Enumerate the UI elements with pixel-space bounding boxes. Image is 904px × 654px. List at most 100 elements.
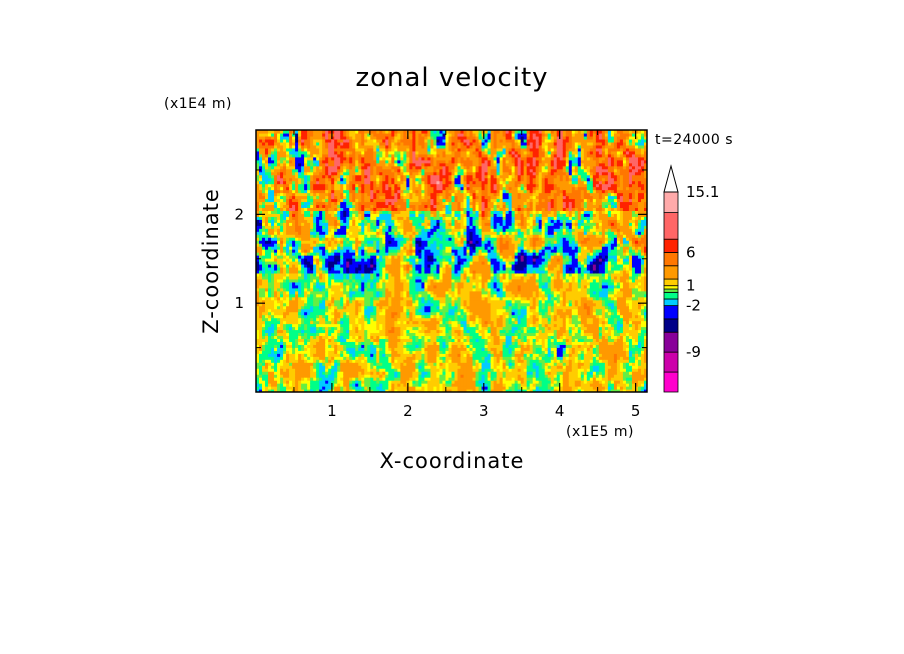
- field-cell: [403, 332, 407, 337]
- field-cell: [334, 362, 338, 366]
- field-cell: [358, 261, 362, 265]
- field-cell: [328, 177, 332, 182]
- field-cell: [319, 246, 323, 250]
- field-cell: [295, 320, 299, 325]
- field-cell: [382, 228, 386, 232]
- field-cell: [391, 368, 395, 372]
- field-cell: [394, 350, 398, 354]
- field-cell: [340, 269, 344, 274]
- field-cell: [343, 240, 347, 244]
- field-cell: [382, 192, 386, 197]
- field-cell: [259, 204, 263, 209]
- field-cell: [289, 189, 293, 194]
- field-cell: [367, 153, 371, 158]
- field-cell: [271, 296, 275, 301]
- field-cell: [397, 246, 401, 250]
- field-cell: [319, 299, 323, 304]
- field-cell: [265, 359, 269, 363]
- field-cell: [409, 302, 413, 307]
- field-cell: [397, 231, 401, 235]
- field-cell: [334, 246, 338, 250]
- field-cell: [349, 150, 353, 155]
- field-cell: [388, 293, 392, 298]
- field-cell: [277, 311, 281, 316]
- field-cell: [361, 201, 365, 206]
- field-cell: [406, 332, 410, 337]
- field-cell: [289, 183, 293, 188]
- field-cell: [310, 219, 314, 223]
- field-cell: [337, 329, 341, 334]
- field-cell: [391, 135, 395, 140]
- field-cell: [265, 183, 269, 188]
- field-cell: [304, 314, 308, 319]
- field-cell: [328, 371, 332, 375]
- field-cell: [322, 261, 326, 265]
- field-cell: [346, 290, 350, 295]
- field-cell: [379, 359, 383, 363]
- field-cell: [310, 380, 314, 384]
- field-cell: [352, 284, 356, 289]
- field-cell: [379, 263, 383, 268]
- field-cell: [400, 237, 404, 241]
- field-cell: [364, 287, 368, 292]
- field-cell: [391, 299, 395, 304]
- field-cell: [292, 272, 296, 277]
- field-cell: [379, 240, 383, 244]
- field-cell: [394, 180, 398, 185]
- field-cell: [325, 359, 329, 363]
- field-cell: [355, 159, 359, 164]
- field-cell: [340, 326, 344, 331]
- field-cell: [319, 350, 323, 354]
- field-cell: [346, 225, 350, 229]
- field-cell: [358, 389, 362, 392]
- field-cell: [265, 362, 269, 366]
- field-cell: [373, 225, 377, 229]
- field-cell: [331, 332, 335, 337]
- field-cell: [340, 284, 344, 289]
- field-cell: [376, 147, 380, 152]
- field-cell: [295, 266, 299, 271]
- field-cell: [355, 234, 359, 238]
- field-cell: [265, 290, 269, 295]
- field-cell: [379, 171, 383, 176]
- field-cell: [382, 177, 386, 182]
- field-cell: [265, 299, 269, 304]
- field-cell: [355, 201, 359, 206]
- field-cell: [259, 198, 263, 203]
- field-cell: [352, 177, 356, 182]
- field-cell: [385, 141, 389, 146]
- field-cell: [256, 261, 260, 265]
- field-cell: [403, 263, 407, 268]
- field-cell: [382, 356, 386, 360]
- field-cell: [289, 171, 293, 176]
- field-cell: [301, 141, 305, 146]
- field-cell: [325, 299, 329, 304]
- field-cell: [289, 290, 293, 295]
- field-cell: [406, 281, 410, 286]
- field-cell: [364, 365, 368, 369]
- field-cell: [361, 302, 365, 307]
- field-cell: [409, 368, 413, 372]
- field-cell: [286, 234, 290, 238]
- field-cell: [415, 261, 420, 265]
- field-cell: [316, 359, 320, 363]
- field-cell: [274, 293, 278, 298]
- field-cell: [349, 281, 353, 286]
- field-cell: [349, 380, 353, 384]
- field-cell: [418, 386, 423, 390]
- field-cell: [334, 350, 338, 354]
- field-cell: [403, 323, 407, 328]
- field-cell: [286, 290, 290, 295]
- field-cell: [286, 130, 290, 134]
- field-cell: [385, 347, 389, 351]
- field-cell: [349, 323, 353, 328]
- field-cell: [292, 243, 296, 247]
- field-cell: [295, 261, 299, 265]
- field-cell: [391, 263, 395, 268]
- field-cell: [268, 266, 272, 271]
- field-cell: [331, 374, 335, 378]
- field-cell: [361, 278, 365, 283]
- field-cell: [367, 374, 371, 378]
- field-cell: [286, 308, 290, 313]
